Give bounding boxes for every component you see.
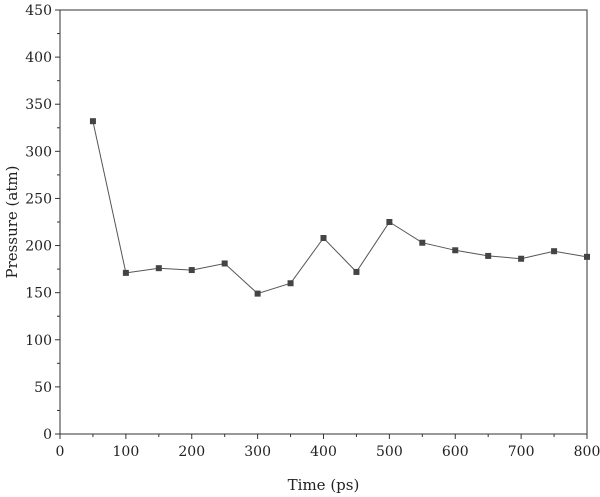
data-point	[287, 280, 294, 287]
data-point	[386, 219, 393, 225]
x-tick-label: 500	[376, 444, 403, 460]
data-point	[353, 268, 360, 275]
data-point	[452, 247, 459, 254]
data-point	[254, 290, 261, 297]
data-point	[122, 269, 129, 276]
series-layer	[89, 118, 590, 297]
y-tick-label: 100	[25, 333, 52, 349]
data-point	[419, 239, 426, 246]
x-tick-label: 0	[56, 444, 65, 460]
data-point	[551, 248, 558, 255]
y-tick-label: 150	[25, 286, 52, 302]
data-point	[485, 252, 492, 259]
series-line	[92, 121, 588, 295]
y-tick-label: 300	[25, 144, 52, 160]
y-tick-label: 350	[25, 97, 52, 113]
y-tick-label: 0	[43, 427, 52, 443]
data-point	[155, 265, 162, 272]
x-tick-label: 100	[113, 444, 140, 460]
x-tick-label: 800	[574, 444, 600, 460]
y-axis-title: Pressure (atm)	[3, 166, 21, 279]
y-tick-label: 400	[25, 50, 52, 66]
plot-frame	[59, 9, 588, 435]
x-tick-label: 200	[178, 444, 205, 460]
axes	[59, 9, 588, 435]
data-point	[188, 267, 195, 274]
y-tick-label: 250	[25, 191, 52, 207]
data-point	[518, 255, 525, 262]
x-tick-label: 700	[508, 444, 535, 460]
x-tick-label: 600	[442, 444, 469, 460]
x-tick-label: 400	[310, 444, 337, 460]
data-point	[320, 235, 327, 242]
y-tick-label: 200	[25, 239, 52, 255]
data-point	[89, 118, 96, 125]
x-axis-ticks: 0 100 200 300 400 500 600 700 800	[56, 434, 600, 460]
y-tick-label: 450	[25, 3, 52, 19]
y-axis-ticks: 0 50 100 150 200 250 300 350 400 450	[25, 3, 60, 443]
y-tick-label: 50	[34, 380, 52, 396]
x-tick-label: 300	[244, 444, 271, 460]
data-point	[221, 260, 228, 267]
data-point	[584, 253, 590, 260]
x-axis-title: Time (ps)	[288, 476, 360, 494]
